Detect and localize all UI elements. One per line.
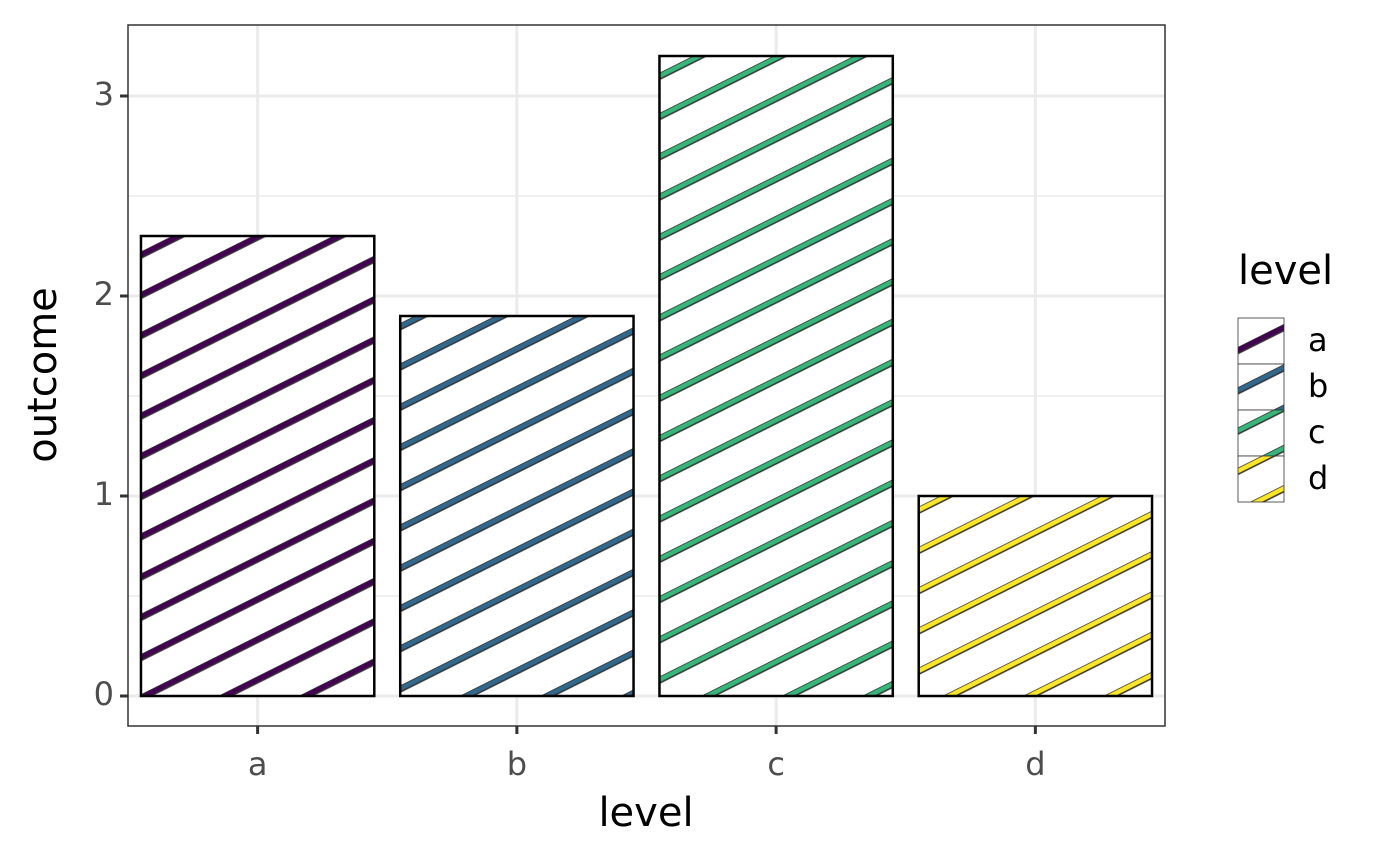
legend-key <box>1237 455 1285 503</box>
y-tick-label: 2 <box>94 275 114 313</box>
legend-title: level <box>1238 248 1333 294</box>
y-axis-title: outcome <box>20 287 66 463</box>
y-tick-label: 3 <box>94 75 114 113</box>
y-tick-label: 1 <box>94 475 114 513</box>
legend-key <box>1237 409 1285 457</box>
panel-border <box>127 24 1166 727</box>
legend-key <box>1237 363 1285 411</box>
x-tick-label: c <box>767 745 785 783</box>
bar <box>658 54 895 698</box>
legend-label: a <box>1308 321 1328 359</box>
legend-label: c <box>1308 413 1326 451</box>
legend-key <box>1237 317 1285 365</box>
x-axis-title: level <box>598 790 693 836</box>
x-tick-label: d <box>1025 745 1045 783</box>
bar <box>139 234 376 698</box>
legend-label: d <box>1308 459 1328 497</box>
legend-label: b <box>1308 367 1328 405</box>
x-tick-label: a <box>248 745 268 783</box>
x-tick-label: b <box>507 745 527 783</box>
bar <box>917 494 1154 698</box>
bar <box>398 314 635 698</box>
y-tick-label: 0 <box>94 675 114 713</box>
